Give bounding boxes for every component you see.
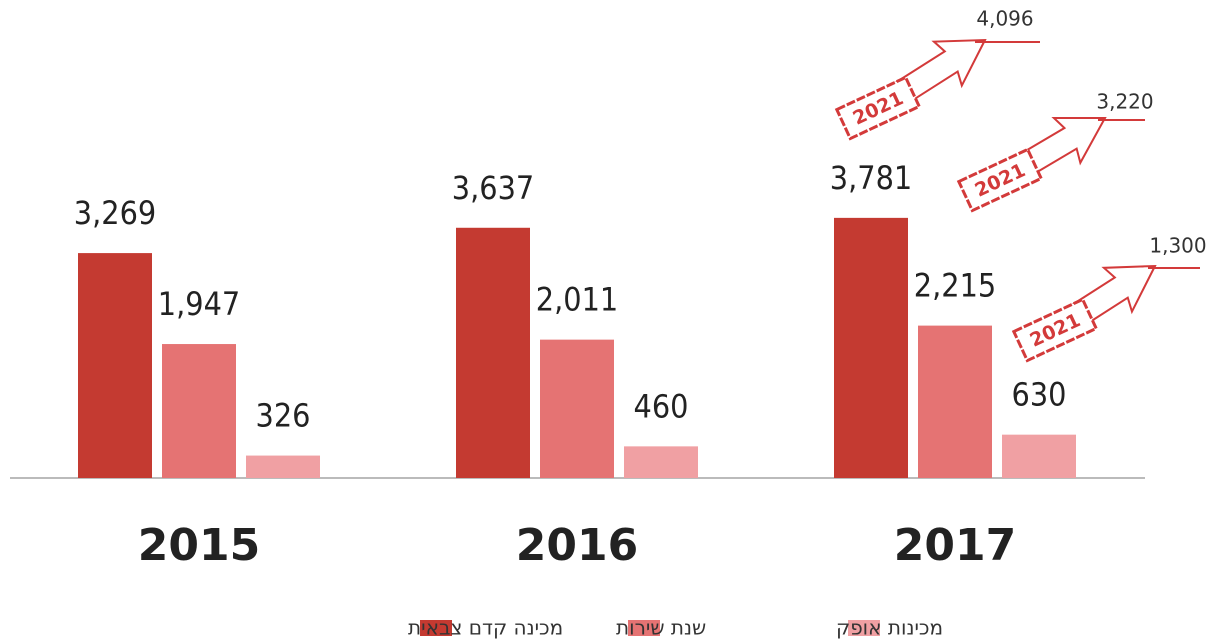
projection-stamp: 2021 bbox=[837, 77, 919, 138]
value-label: 3,781 bbox=[830, 159, 912, 197]
value-label: 630 bbox=[1012, 376, 1067, 414]
bar bbox=[456, 228, 530, 478]
bar bbox=[1002, 435, 1076, 478]
projection-label: 1,300 bbox=[1149, 234, 1206, 258]
value-label: 1,947 bbox=[158, 285, 240, 323]
legend-label: שנת שירות bbox=[616, 616, 706, 640]
bar bbox=[162, 344, 236, 478]
bar bbox=[540, 340, 614, 478]
value-label: 2,011 bbox=[536, 281, 618, 319]
bar bbox=[624, 446, 698, 478]
bar bbox=[78, 253, 152, 478]
bar bbox=[918, 326, 992, 478]
category-label: 2015 bbox=[138, 520, 260, 571]
category-label: 2016 bbox=[516, 520, 638, 571]
projection-label: 3,220 bbox=[1096, 90, 1153, 114]
chart: 3,269 1,947 326 2015 3,637 2,011 460 2016 3,781 2… bbox=[0, 0, 1211, 641]
value-label: 326 bbox=[256, 397, 311, 435]
projection-label: 4,096 bbox=[976, 7, 1033, 31]
bar bbox=[834, 218, 908, 478]
value-label: 2,215 bbox=[914, 267, 996, 305]
value-label: 3,269 bbox=[74, 194, 156, 232]
projection-stamp: 2021 bbox=[1014, 299, 1096, 360]
legend-label: מכינות אופק bbox=[836, 616, 943, 640]
legend-label: מכינה קדם צבאית bbox=[408, 616, 563, 640]
category-label: 2017 bbox=[894, 520, 1016, 571]
bar bbox=[246, 456, 320, 478]
value-label: 3,637 bbox=[452, 169, 534, 207]
value-label: 460 bbox=[634, 387, 689, 425]
projection-stamp: 2021 bbox=[959, 149, 1041, 210]
